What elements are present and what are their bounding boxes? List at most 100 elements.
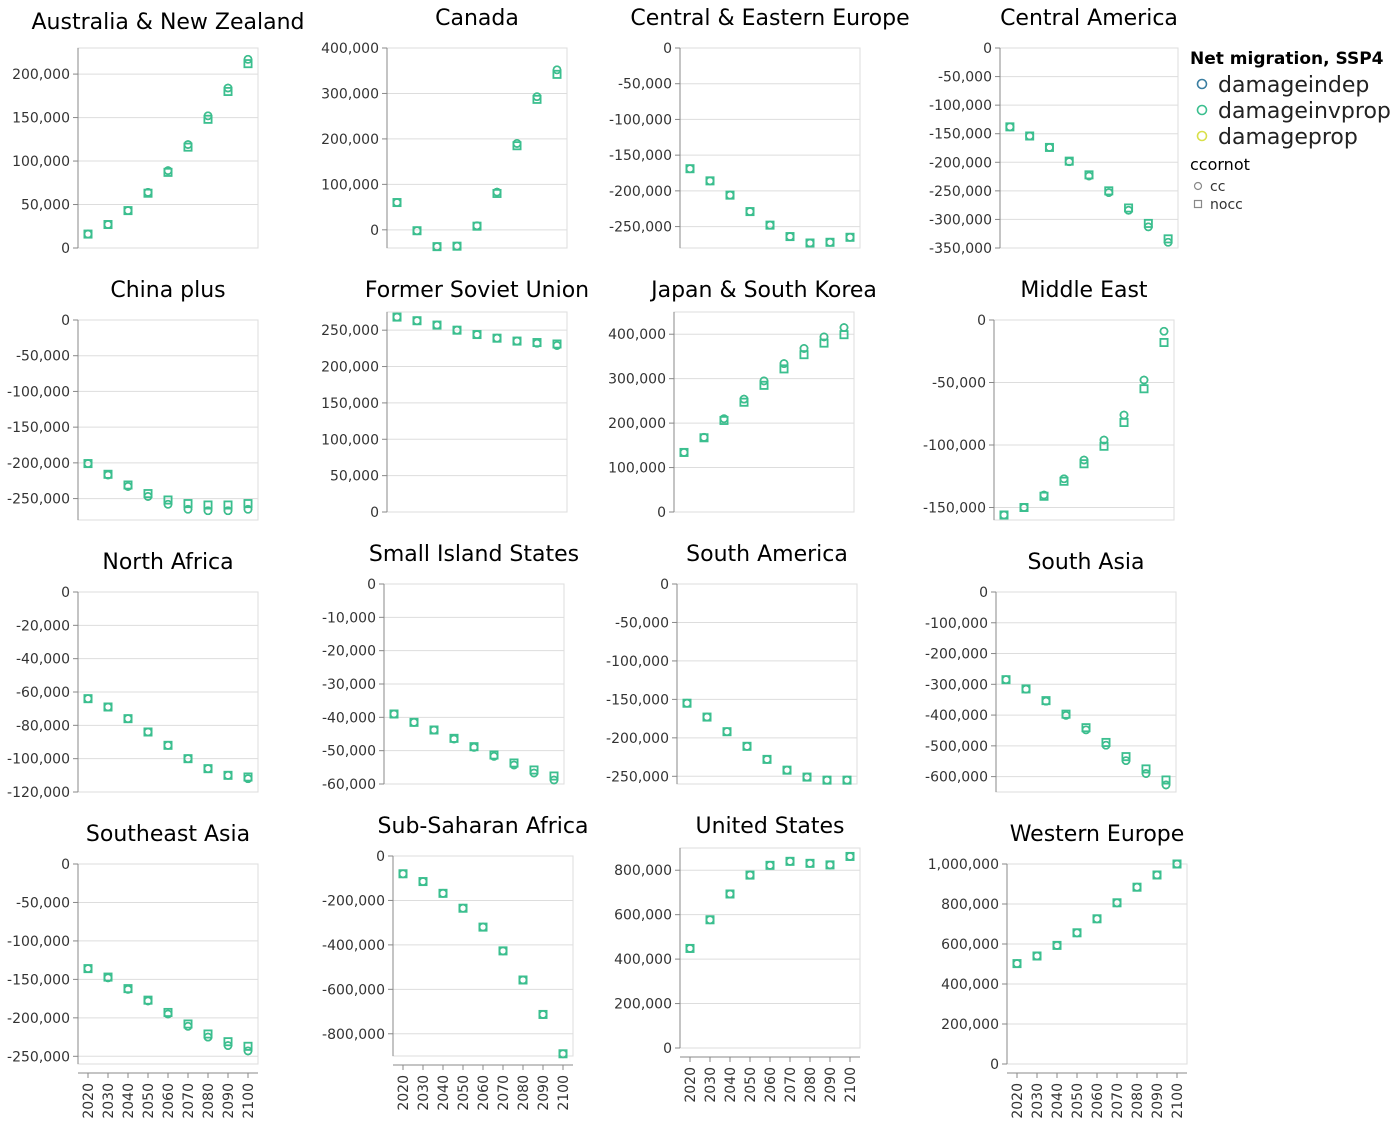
panel-title: South Asia: [1027, 550, 1144, 575]
y-tick-label: 300,000: [321, 86, 379, 102]
legend-entry: damageinvprop: [1218, 99, 1391, 124]
y-tick-label: 1,000,000: [928, 857, 999, 873]
y-tick-label: -400,000: [322, 938, 385, 954]
point-nocc: [163, 740, 173, 750]
y-tick-label: -100,000: [7, 384, 70, 400]
point-cc-damageinvprop: [702, 712, 712, 722]
y-tick-label: 400,000: [321, 41, 379, 57]
panel-title: Australia & New Zealand: [31, 10, 304, 35]
point-nocc: [223, 86, 233, 96]
point-nocc: [1104, 186, 1114, 196]
x-tick-label: 2080: [516, 1075, 532, 1111]
point-nocc: [452, 325, 462, 335]
panel-title: Central America: [1000, 6, 1178, 31]
point-nocc: [83, 229, 93, 239]
plot-frame: [1006, 863, 1188, 1065]
point-cc-damageinvprop: [805, 858, 815, 868]
y-tick-label: 200,000: [12, 67, 70, 83]
point-nocc: [819, 338, 829, 348]
point-nocc: [432, 242, 442, 252]
point-nocc: [409, 717, 419, 727]
point-nocc: [412, 316, 422, 326]
point-cc-damageinvprop: [1159, 326, 1169, 336]
panel-title: Central & Eastern Europe: [630, 6, 909, 31]
point-cc-damageinvprop: [1032, 951, 1042, 961]
panel-title: Canada: [435, 6, 519, 31]
point-cc-damageinvprop: [512, 139, 522, 148]
point-nocc: [782, 765, 792, 775]
x-tick-label: 2080: [803, 1067, 819, 1103]
point-nocc: [1081, 723, 1091, 733]
panel-title: Former Soviet Union: [365, 278, 589, 303]
point-cc-damageinvprop: [839, 323, 849, 332]
point-nocc: [552, 69, 562, 79]
y-tick-label: -40,000: [322, 710, 376, 726]
point-nocc: [999, 510, 1009, 520]
point-cc-damageinvprop: [1152, 870, 1162, 880]
point-nocc: [243, 1041, 253, 1051]
point-nocc: [412, 226, 422, 236]
x-tick-label: 2100: [843, 1067, 859, 1103]
chart-panels: Australia & New Zealand 0 50,000 100,000 150…: [7, 6, 1188, 1119]
x-tick-label: 2030: [1030, 1083, 1046, 1119]
y-tick-label: 0: [61, 585, 70, 601]
point-nocc: [498, 946, 508, 956]
point-nocc: [805, 238, 815, 248]
x-tick-label: 2040: [436, 1075, 452, 1111]
y-tick-label: -400,000: [925, 708, 988, 724]
plot-frame: [77, 863, 259, 1065]
point-nocc: [745, 207, 755, 217]
point-nocc: [1099, 441, 1109, 451]
point-nocc: [183, 1019, 193, 1029]
panel-former-soviet-union: Former Soviet Union 0 50,000 100,000 150,000…: [321, 278, 589, 521]
point-cc-damageinvprop: [163, 740, 173, 750]
point-nocc: [1141, 764, 1151, 774]
point-cc-damageinvprop: [1124, 205, 1133, 215]
y-tick-label: 0: [370, 223, 379, 239]
point-nocc: [802, 772, 812, 782]
y-tick-label: 400,000: [941, 977, 999, 993]
x-tick-label: 2070: [181, 1083, 197, 1119]
point-nocc: [1052, 940, 1062, 950]
point-cc-damageinvprop: [845, 232, 855, 242]
point-nocc: [449, 733, 459, 743]
point-cc-damageinvprop: [183, 1021, 193, 1031]
point-cc-damageinvprop: [83, 694, 93, 704]
x-tick-label: 2060: [1090, 1083, 1106, 1119]
point-nocc: [1019, 502, 1029, 512]
y-tick-label: 600,000: [941, 937, 999, 953]
panel-small-island-states: Small Island States 0 -10,000 -20,000 -30,00…: [322, 542, 579, 793]
plot-frame: [77, 319, 259, 521]
point-cc-damageinvprop: [203, 764, 213, 774]
point-nocc: [143, 489, 153, 499]
point-cc-damageinvprop: [512, 336, 522, 346]
y-tick-label: -40,000: [16, 652, 70, 668]
point-nocc: [705, 176, 715, 186]
point-cc-damageinvprop: [999, 510, 1009, 520]
point-nocc: [552, 339, 562, 349]
point-cc-damageinvprop: [1112, 898, 1122, 908]
x-tick-label: 2020: [1010, 1083, 1026, 1119]
x-tick-label: 2090: [823, 1067, 839, 1103]
panel-canada: Canada 0 100,000 200,000 300,000 400,000: [321, 6, 568, 252]
y-tick-label: 0: [979, 585, 988, 601]
point-nocc: [1084, 170, 1094, 180]
point-cc-damageinvprop: [1141, 769, 1151, 778]
point-cc-damageinvprop: [819, 332, 829, 342]
point-nocc: [779, 364, 789, 374]
panel-title: North Africa: [102, 550, 233, 575]
point-nocc: [1072, 928, 1082, 938]
y-tick-label: -20,000: [322, 644, 376, 660]
x-tick-label: 2050: [743, 1067, 759, 1103]
point-nocc: [549, 771, 559, 781]
plot-frame: [386, 47, 568, 249]
point-nocc: [183, 142, 193, 152]
y-tick-label: -250,000: [7, 492, 70, 508]
x-tick-label: 2090: [1150, 1083, 1166, 1119]
point-cc-damageinvprop: [1072, 928, 1082, 938]
point-nocc: [518, 975, 528, 985]
panel-australia-new-zealand: Australia & New Zealand 0 50,000 100,000 150…: [12, 10, 304, 257]
point-cc-damageinvprop: [389, 709, 399, 719]
y-tick-label: 250,000: [321, 323, 379, 339]
y-tick-label: -60,000: [322, 777, 376, 793]
